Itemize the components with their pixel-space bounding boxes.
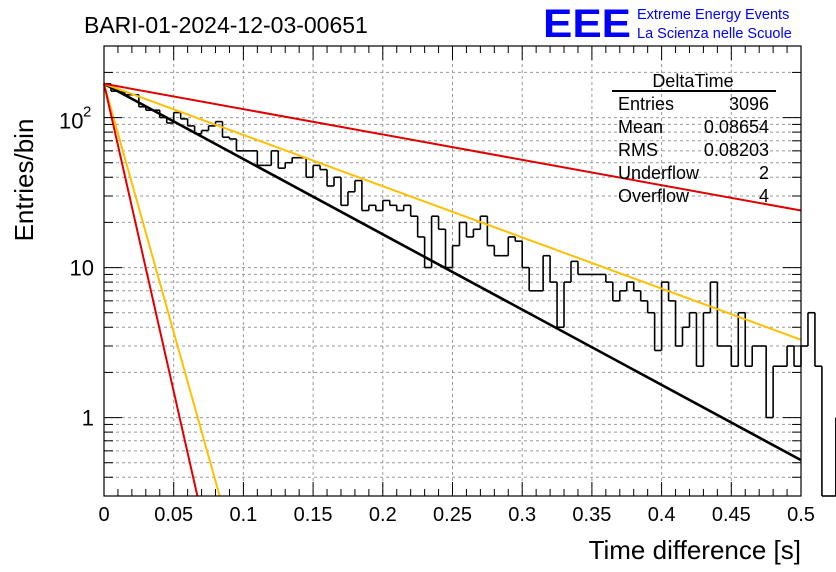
fit-lines [103, 82, 802, 497]
fit-line [103, 82, 802, 341]
y-tick-exponent: 2 [83, 104, 91, 121]
x-tick-label: 0.25 [433, 504, 472, 526]
fit-line [103, 83, 221, 497]
y-tick-label: 1 [82, 406, 94, 431]
x-tick-label: 0 [98, 504, 109, 526]
stats-label: RMS [618, 140, 658, 160]
x-tick-label: 0.45 [712, 504, 751, 526]
x-tick-label: 0.4 [648, 504, 676, 526]
stats-value: 4 [759, 186, 769, 206]
stats-label: Underflow [618, 163, 700, 183]
x-tick-label: 0.2 [369, 504, 397, 526]
stats-title: DeltaTime [652, 71, 733, 91]
x-tick-label: 0.35 [572, 504, 611, 526]
x-tick-label: 0.15 [294, 504, 333, 526]
y-axis-label: Entries/bin [9, 119, 39, 242]
x-tick-label: 0.5 [787, 504, 815, 526]
x-tick-label: 0.05 [154, 504, 193, 526]
stats-box: DeltaTime Entries 3096 Mean 0.08654 RMS 0.082… [612, 71, 776, 206]
axes: 0 0.05 0.1 0.15 0.2 0.25 0.3 0.35 0.4 0.45 0.5 1 10 1… [59, 45, 815, 526]
x-tick-label: 0.3 [508, 504, 536, 526]
logo-mark: EEE [543, 2, 631, 46]
logo-line-1: Extreme Energy Events [637, 7, 789, 23]
stats-value: 0.08203 [704, 140, 769, 160]
stats-value: 2 [759, 163, 769, 183]
fit-line [103, 82, 802, 462]
x-tick-label: 0.1 [229, 504, 257, 526]
eee-logo: EEE Extreme Energy Events La Scienza nel… [543, 2, 792, 46]
logo-line-2: La Scienza nelle Scuole [637, 26, 792, 42]
stats-value: 3096 [729, 94, 769, 114]
stats-value: 0.08654 [704, 117, 769, 137]
fit-line [103, 82, 802, 212]
stats-label: Entries [618, 94, 674, 114]
fit-line [103, 83, 199, 497]
y-tick-label: 10 [59, 109, 83, 134]
chart-title: BARI-01-2024-12-03-00651 [84, 12, 368, 38]
stats-label: Overflow [618, 186, 690, 206]
y-tick-label: 10 [70, 256, 94, 281]
stats-label: Mean [618, 117, 663, 137]
x-axis-label: Time difference [s] [589, 535, 801, 565]
